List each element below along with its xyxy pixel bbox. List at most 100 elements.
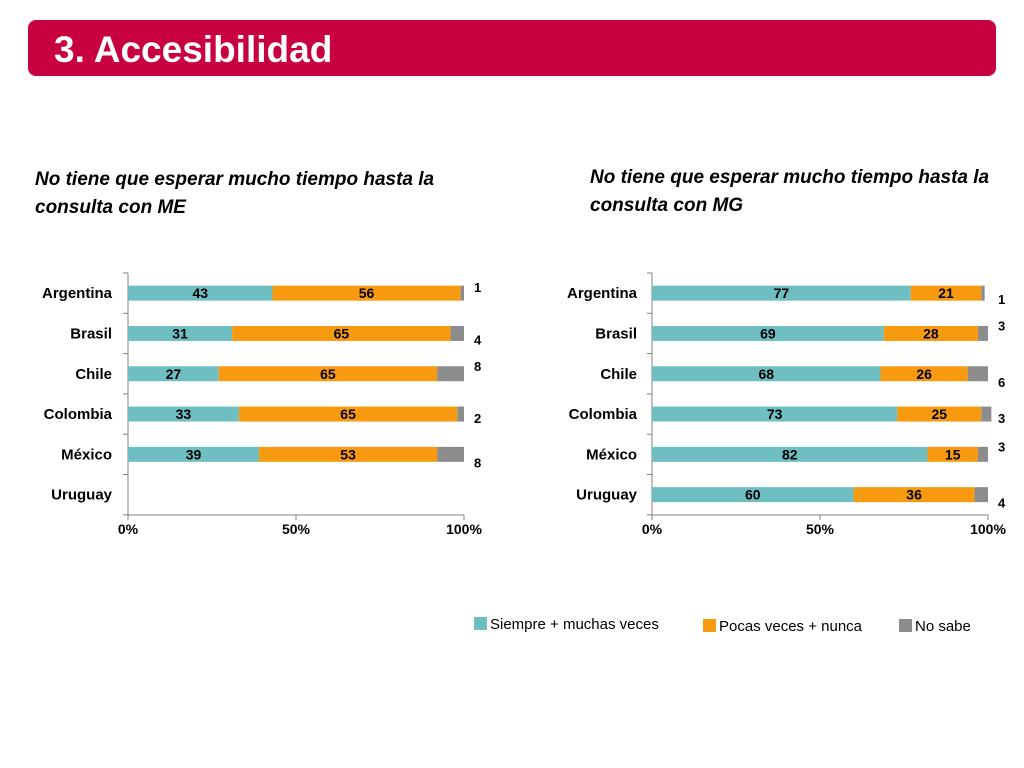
legend: Siempre + muchas veces Pocas veces + nun…	[0, 614, 1024, 644]
mg-bar-pocas	[927, 446, 978, 462]
me-x-tick-label: 50%	[282, 521, 311, 537]
mg-bar-nosabe	[967, 366, 988, 382]
mg-data-label-pocas: 36	[906, 487, 922, 503]
page-title: 3. Accesibilidad	[54, 29, 333, 70]
mg-bar-nosabe	[981, 285, 985, 301]
me-data-label-siempre: 27	[166, 366, 182, 382]
me-data-label-siempre: 31	[172, 325, 188, 341]
me-category-label: Brasil	[70, 325, 112, 342]
me-data-label-nosabe: 1	[474, 280, 481, 295]
legend-label-siempre: Siempre + muchas veces	[490, 616, 659, 633]
me-data-label-siempre: 33	[176, 406, 192, 422]
mg-bar-nosabe	[974, 487, 988, 503]
mg-category-label: Chile	[600, 366, 637, 383]
mg-data-label-nosabe: 3	[998, 439, 1005, 454]
legend-swatch-pocas	[703, 619, 716, 632]
me-bar-pocas	[232, 325, 451, 341]
me-category-label: Chile	[75, 366, 112, 383]
legend-item-pocas: Pocas veces + nunca	[703, 618, 862, 635]
me-bar-nosabe	[460, 285, 464, 301]
mg-bar-siempre	[652, 446, 928, 462]
mg-data-label-siempre: 82	[782, 446, 798, 462]
me-x-tick-label: 100%	[446, 521, 482, 537]
mg-data-label-siempre: 73	[767, 406, 783, 422]
mg-bar-siempre	[652, 487, 854, 503]
mg-data-label-siempre: 69	[760, 325, 776, 341]
me-bar-nosabe	[450, 325, 464, 341]
me-data-label-pocas: 53	[340, 446, 356, 462]
mg-category-label: Uruguay	[576, 487, 638, 504]
me-category-label: Colombia	[44, 406, 113, 423]
mg-x-tick-label: 0%	[642, 521, 663, 537]
mg-data-label-nosabe: 3	[998, 318, 1005, 333]
mg-bar-siempre	[652, 366, 881, 382]
mg-category-label: Colombia	[569, 406, 638, 423]
mg-data-label-nosabe: 1	[998, 292, 1005, 307]
legend-label-nosabe: No sabe	[915, 618, 971, 635]
legend-item-siempre: Siempre + muchas veces	[474, 616, 659, 633]
me-data-label-nosabe: 4	[474, 332, 482, 347]
me-bar-pocas	[238, 406, 458, 422]
me-bar-pocas	[218, 366, 438, 382]
mg-data-label-pocas: 26	[916, 366, 932, 382]
mg-data-label-siempre: 77	[774, 285, 790, 301]
me-bar-siempre	[128, 325, 233, 341]
me-category-label: Argentina	[42, 285, 113, 302]
mg-category-label: Argentina	[567, 285, 638, 302]
mg-data-label-siempre: 60	[745, 487, 761, 503]
me-category-label: México	[61, 446, 112, 463]
mg-data-label-siempre: 68	[758, 366, 774, 382]
me-data-label-pocas: 65	[340, 406, 356, 422]
mg-bar-siempre	[652, 285, 911, 301]
me-data-label-pocas: 56	[359, 285, 375, 301]
me-category-label: Uruguay	[51, 487, 113, 504]
me-bar-nosabe	[457, 406, 464, 422]
mg-data-label-pocas: 15	[945, 446, 961, 462]
me-bar-pocas	[259, 446, 438, 462]
me-bar-siempre	[128, 406, 239, 422]
mg-data-label-pocas: 21	[938, 285, 954, 301]
mg-data-label-nosabe: 6	[998, 375, 1005, 390]
legend-swatch-nosabe	[899, 619, 912, 632]
me-data-label-siempre: 43	[192, 285, 208, 301]
mg-category-label: México	[586, 446, 637, 463]
mg-category-label: Brasil	[595, 325, 637, 342]
legend-swatch-siempre	[474, 617, 487, 630]
me-data-label-nosabe: 8	[474, 455, 481, 470]
mg-data-label-nosabe: 4	[998, 496, 1006, 511]
mg-data-label-pocas: 28	[923, 325, 939, 341]
me-bar-pocas	[272, 285, 461, 301]
me-data-label-nosabe: 8	[474, 359, 481, 374]
me-bar-nosabe	[437, 446, 464, 462]
mg-data-label-nosabe: 3	[998, 411, 1005, 426]
mg-bar-siempre	[652, 325, 884, 341]
mg-bar-pocas	[853, 487, 975, 503]
chart-me-title: No tiene que esperar mucho tiempo hasta …	[35, 169, 435, 218]
mg-x-tick-label: 100%	[970, 521, 1006, 537]
me-data-label-pocas: 65	[334, 325, 350, 341]
mg-bar-pocas	[897, 406, 982, 422]
title-banner: 3. Accesibilidad	[28, 20, 996, 76]
legend-item-nosabe: No sabe	[899, 618, 971, 635]
mg-x-tick-label: 50%	[806, 521, 835, 537]
me-bar-nosabe	[437, 366, 464, 382]
mg-data-label-pocas: 25	[931, 406, 947, 422]
me-data-label-pocas: 65	[320, 366, 336, 382]
mg-bar-nosabe	[977, 325, 988, 341]
me-bar-siempre	[128, 446, 260, 462]
mg-bar-nosabe	[977, 446, 988, 462]
me-bar-siempre	[128, 285, 273, 301]
legend-label-pocas: Pocas veces + nunca	[719, 618, 863, 635]
mg-bar-pocas	[883, 325, 978, 341]
me-data-label-siempre: 39	[186, 446, 202, 462]
mg-bar-pocas	[880, 366, 968, 382]
chart-mg-title: No tiene que esperar mucho tiempo hasta …	[590, 167, 990, 216]
mg-bar-nosabe	[981, 406, 992, 422]
me-x-tick-label: 0%	[118, 521, 139, 537]
mg-bar-siempre	[652, 406, 898, 422]
me-bar-siempre	[128, 366, 219, 382]
mg-bar-pocas	[910, 285, 982, 301]
me-data-label-nosabe: 2	[474, 411, 481, 426]
